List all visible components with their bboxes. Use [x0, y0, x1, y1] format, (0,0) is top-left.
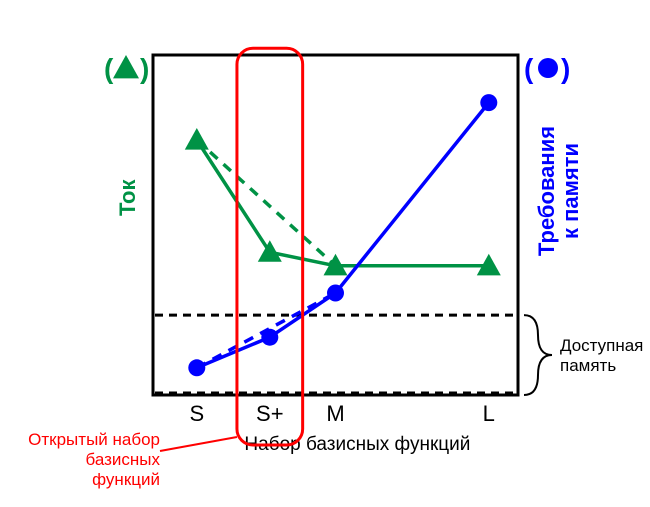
right-y-label: Требования: [534, 126, 559, 256]
circle-icon: [327, 285, 344, 302]
circle-icon: [188, 359, 205, 376]
chart-container: SS+MLНабор базисных функцийТокТребования…: [0, 0, 650, 507]
x-tick-label: S+: [256, 401, 284, 426]
right-y-label: к памяти: [558, 143, 583, 239]
highlight-label: базисных: [85, 450, 160, 469]
legend-right-paren: ): [561, 53, 570, 84]
circle-icon: [261, 329, 278, 346]
legend-left-paren: ): [140, 53, 149, 84]
left-y-label: Ток: [115, 179, 140, 216]
legend-left-paren: (: [104, 53, 114, 84]
highlight-label: функций: [92, 470, 160, 489]
highlight-label: Открытый набор: [28, 430, 160, 449]
x-tick-label: S: [189, 401, 204, 426]
available-memory-label: Доступная: [560, 336, 643, 355]
circle-icon: [480, 94, 497, 111]
legend-right-paren: (: [524, 53, 534, 84]
x-tick-label: L: [483, 401, 495, 426]
x-tick-label: M: [326, 401, 344, 426]
circle-icon: [538, 58, 558, 78]
chart-svg: SS+MLНабор базисных функцийТокТребования…: [0, 0, 650, 507]
available-memory-label: память: [560, 356, 616, 375]
